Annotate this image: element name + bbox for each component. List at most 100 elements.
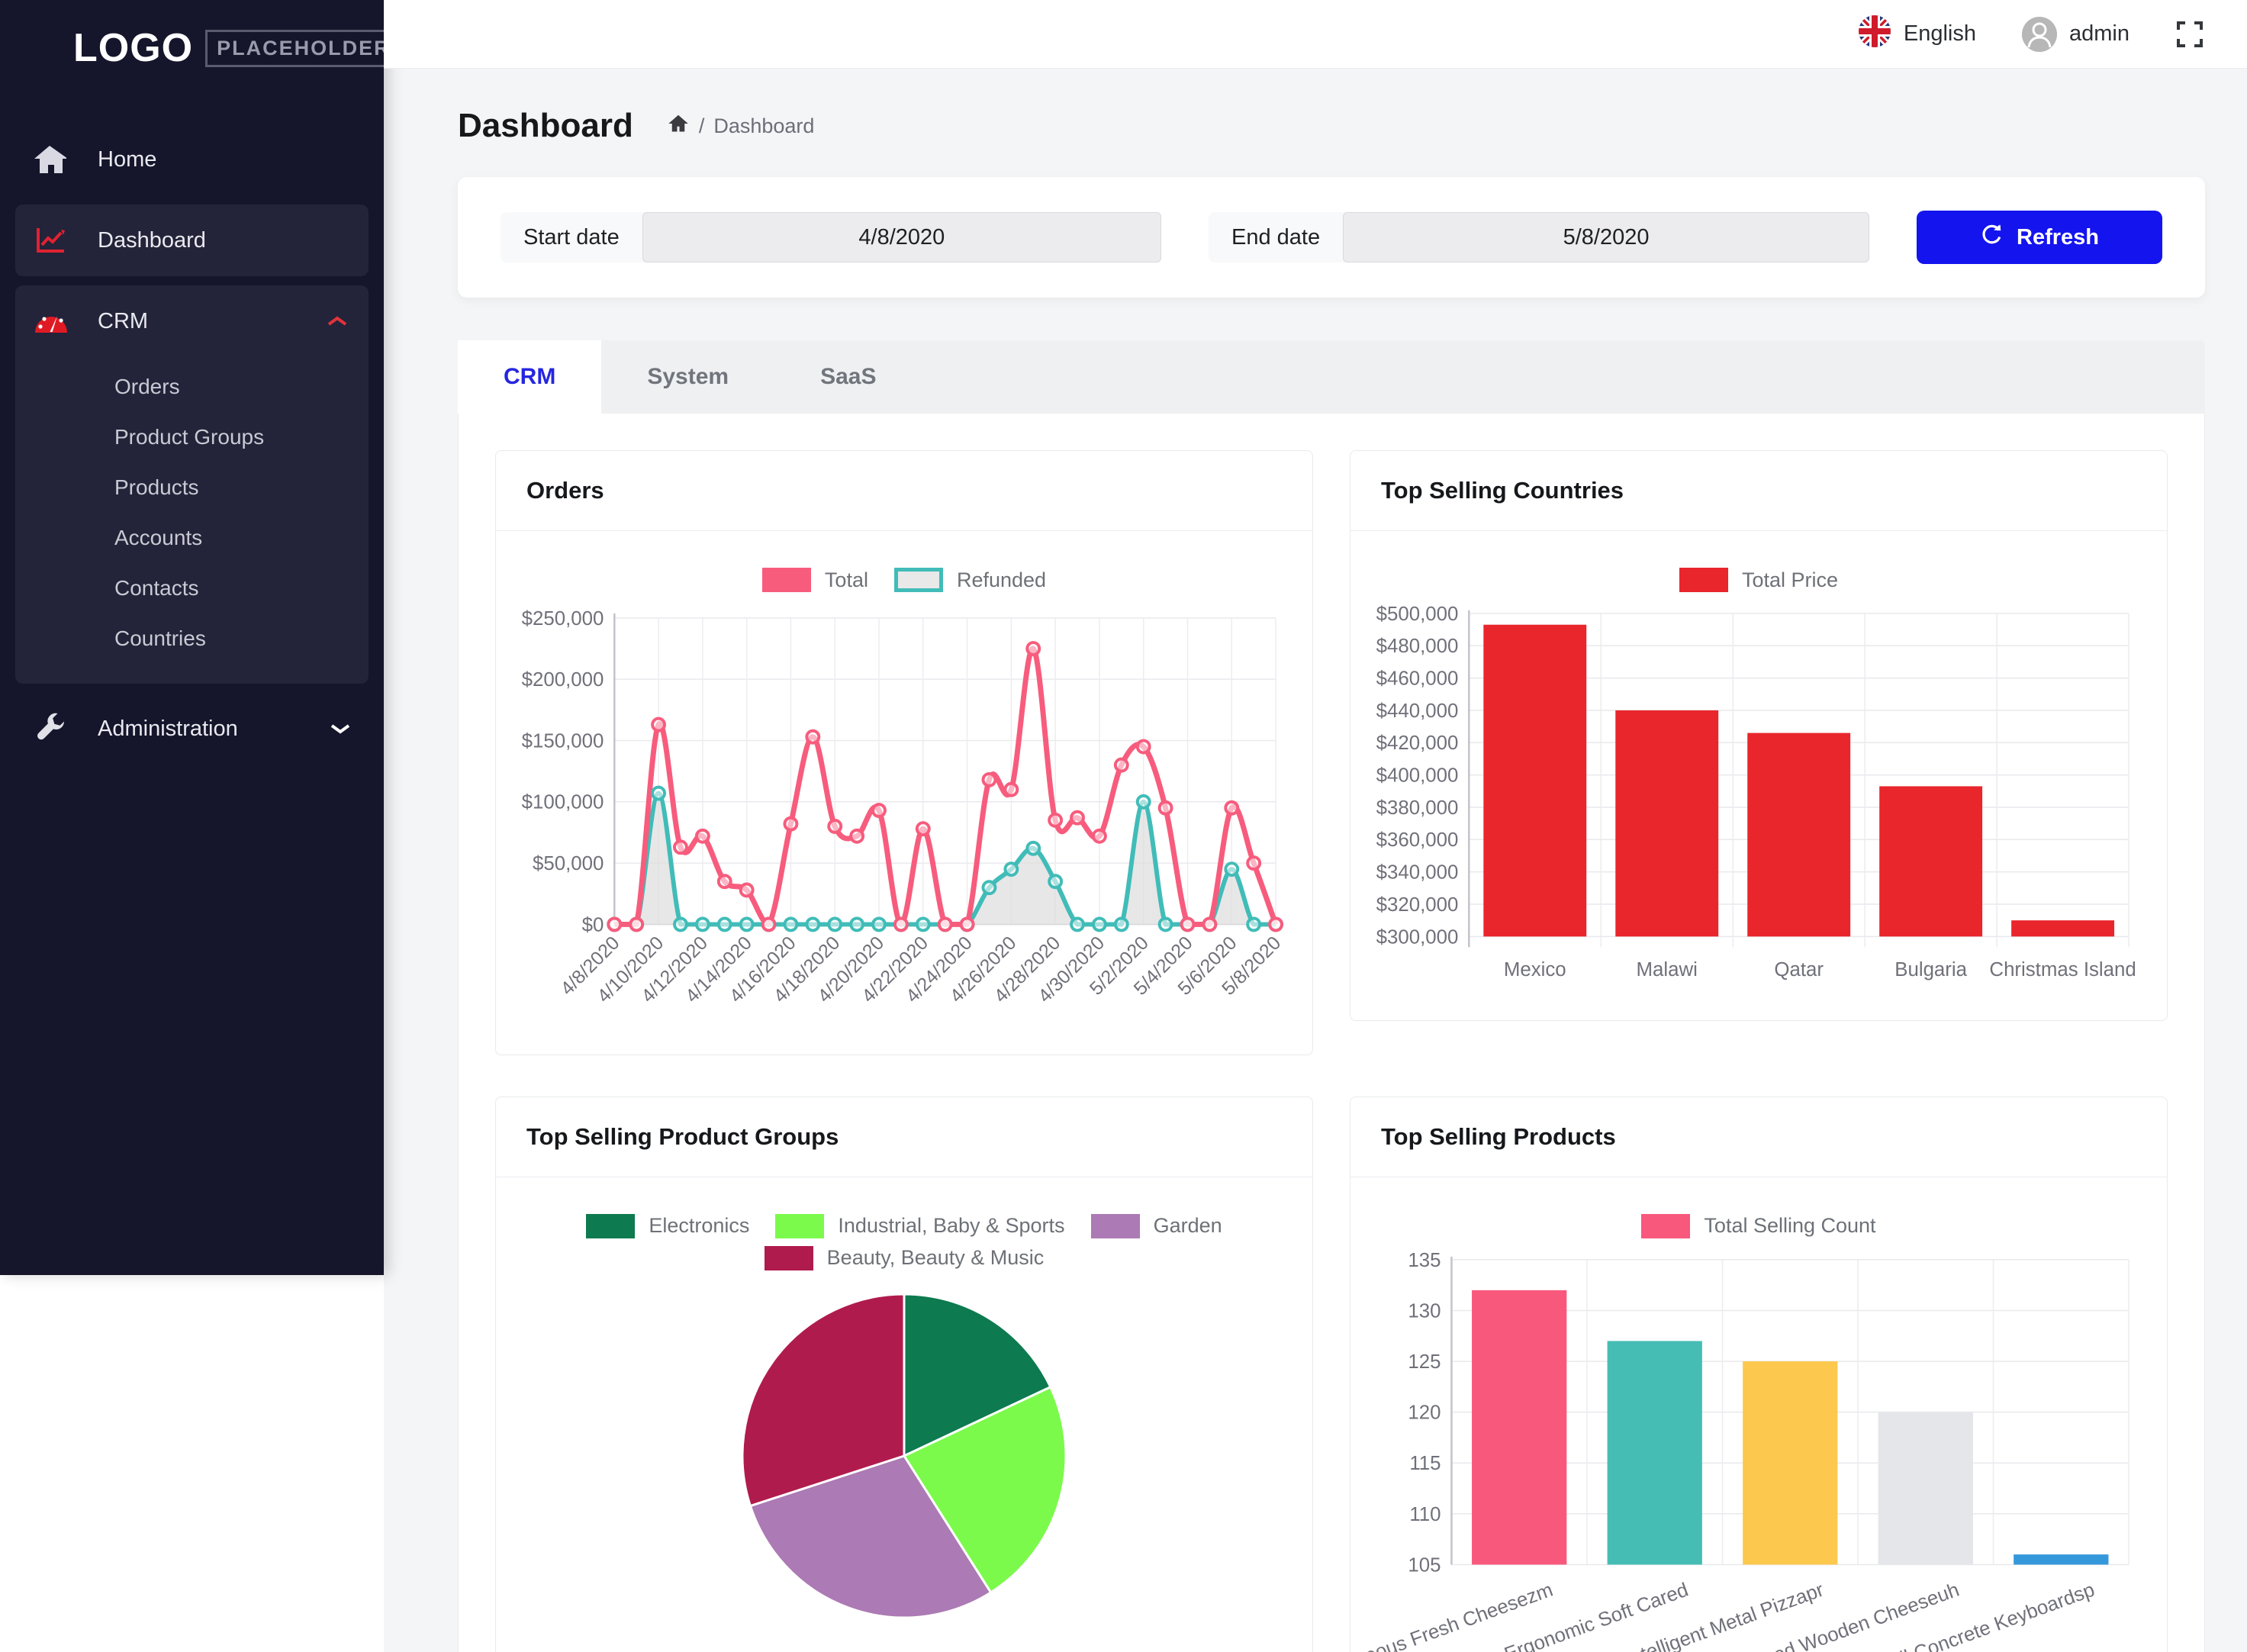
legend-swatch xyxy=(1641,1213,1691,1238)
logo-badge: PLACEHOLDER xyxy=(205,29,402,67)
sidebar-active-box: Dashboard xyxy=(15,204,369,276)
refresh-icon xyxy=(1980,222,2004,253)
sidebar-item-crm[interactable]: CRM xyxy=(15,285,369,357)
legend-label: Total Selling Count xyxy=(1704,1214,1876,1238)
pie-legend-row-1: Electronics Industrial, Baby & Sports Gard… xyxy=(525,1213,1283,1238)
svg-text:Qatar: Qatar xyxy=(1774,959,1824,981)
legend-swatch xyxy=(893,568,943,592)
legend-swatch xyxy=(761,568,811,592)
username-label: admin xyxy=(2069,21,2129,46)
sidebar-item-accounts[interactable]: Accounts xyxy=(114,526,203,549)
sidebar-panel: LOGO PLACEHOLDER Home Dashboard CRM Orders P… xyxy=(0,0,402,1275)
sidebar-item-products[interactable]: Products xyxy=(114,475,199,499)
sidebar-item-contacts[interactable]: Contacts xyxy=(114,576,199,600)
legend-item-total-selling-count[interactable]: Total Selling Count xyxy=(1641,1213,1876,1238)
tab-crm[interactable]: CRM xyxy=(458,340,602,414)
sidebar-nav: Home Dashboard CRM Orders Product Groups Prod… xyxy=(0,93,384,765)
legend-item-refunded[interactable]: Refunded xyxy=(893,568,1047,592)
svg-text:$360,000: $360,000 xyxy=(1376,829,1459,851)
content: Dashboard / Dashboard Start date End dat… xyxy=(384,69,2247,1652)
sidebar-sublist: Orders Product Groups Products Accounts Cont… xyxy=(15,357,369,684)
svg-text:$420,000: $420,000 xyxy=(1376,733,1459,754)
legend-swatch xyxy=(1090,1213,1140,1238)
svg-text:$380,000: $380,000 xyxy=(1376,797,1459,819)
svg-text:$50,000: $50,000 xyxy=(533,853,604,874)
svg-text:Malawi: Malawi xyxy=(1637,959,1698,981)
legend-label: Industrial, Baby & Sports xyxy=(838,1214,1065,1238)
svg-text:$250,000: $250,000 xyxy=(522,608,604,630)
sidebar-item-home[interactable]: Home xyxy=(0,124,384,195)
legend-item-total-price[interactable]: Total Price xyxy=(1679,568,1838,592)
tab-content: Orders Total Refunded $0 $50,000 $100,000 $1… xyxy=(458,414,2205,1652)
refresh-label: Refresh xyxy=(2017,224,2099,250)
chevron-up-icon xyxy=(326,314,349,329)
legend-item-garden[interactable]: Garden xyxy=(1090,1213,1222,1238)
home-icon xyxy=(32,144,67,175)
tab-saas[interactable]: SaaS xyxy=(820,364,877,389)
legend-swatch xyxy=(775,1213,825,1238)
legend-label: Refunded xyxy=(956,568,1047,591)
svg-text:$460,000: $460,000 xyxy=(1376,668,1459,690)
product-groups-title: Top Selling Product Groups xyxy=(496,1097,1312,1177)
pie-slice-industrial-baby-sports[interactable] xyxy=(902,1385,1067,1594)
page-title: Dashboard xyxy=(458,107,633,144)
language-selector[interactable]: English xyxy=(1858,14,1976,54)
chevron-down-icon xyxy=(329,721,352,736)
logo: LOGO xyxy=(73,26,194,70)
sidebar-item-orders[interactable]: Orders xyxy=(114,375,180,398)
legend-item-beauty-beauty-music[interactable]: Beauty, Beauty & Music xyxy=(764,1245,1045,1270)
svg-text:$320,000: $320,000 xyxy=(1376,894,1459,916)
legend-item-total[interactable]: Total xyxy=(761,568,868,592)
products-bar-chart: 105110115120125130135Gorgeous Fresh Chee… xyxy=(1350,1246,2138,1652)
top-products-body: Total Selling Count 105 110 115 120 125 130 13… xyxy=(1350,1177,2167,1652)
legend-label: Total Price xyxy=(1741,568,1839,591)
breadcrumb-separator: / xyxy=(698,114,705,137)
start-date-input[interactable] xyxy=(642,212,1161,262)
refresh-button[interactable]: Refresh xyxy=(1917,211,2162,264)
product-groups-pie-chart[interactable] xyxy=(525,1284,1283,1628)
topbar: English admin xyxy=(384,0,2247,69)
orders-line-chart: $0 $50,000 $100,000 $150,000 $200,000 $250,00… xyxy=(522,600,1286,1029)
sidebar-item-label: Dashboard xyxy=(98,227,206,253)
breadcrumb: / Dashboard xyxy=(667,112,814,140)
sidebar-item-product-groups[interactable]: Product Groups xyxy=(114,425,265,449)
fullscreen-icon[interactable] xyxy=(2175,20,2204,49)
start-date-group: Start date xyxy=(501,212,1161,262)
legend-label: Beauty, Beauty & Music xyxy=(826,1246,1045,1270)
home-icon[interactable] xyxy=(667,112,690,140)
sidebar-item-label: Administration xyxy=(98,716,238,741)
svg-text:Mexico: Mexico xyxy=(1504,959,1566,981)
legend-item-electronics[interactable]: Electronics xyxy=(586,1213,749,1238)
sidebar-item-administration[interactable]: Administration xyxy=(0,693,384,765)
top-countries-card: Top Selling Countries Total Price $300,0… xyxy=(1350,450,2168,1021)
svg-text:$150,000: $150,000 xyxy=(522,730,604,752)
top-countries-body: Total Price $300,000 $320,000 $340,000 $360… xyxy=(1350,531,2167,1020)
legend-item-industrial-baby-sports[interactable]: Industrial, Baby & Sports xyxy=(775,1213,1065,1238)
filter-bar: Start date End date Refresh xyxy=(458,177,2205,298)
product-groups-body: Electronics Industrial, Baby & Sports Gard… xyxy=(496,1177,1312,1652)
avatar xyxy=(2022,16,2057,52)
svg-text:125: 125 xyxy=(1408,1351,1441,1373)
chart-line-icon xyxy=(34,225,69,256)
pie-slice-garden[interactable] xyxy=(748,1454,993,1619)
svg-text:105: 105 xyxy=(1408,1554,1441,1576)
sidebar-item-countries[interactable]: Countries xyxy=(114,626,206,650)
user-menu[interactable]: admin xyxy=(2022,16,2129,52)
end-date-group: End date xyxy=(1209,212,1869,262)
orders-card: Orders Total Refunded $0 $50,000 $100,000 $1… xyxy=(495,450,1313,1055)
product-groups-card: Top Selling Product Groups Electronics In… xyxy=(495,1096,1313,1652)
main-area: English admin Dashboard xyxy=(384,0,2247,1652)
sidebar-item-dashboard[interactable]: Dashboard xyxy=(15,204,369,276)
legend-label: Garden xyxy=(1153,1214,1222,1238)
top-products-title: Top Selling Products xyxy=(1350,1097,2167,1177)
tab-bar: CRM System SaaS xyxy=(458,340,2205,414)
tab-system[interactable]: System xyxy=(647,364,729,389)
pie-slice-beauty-beauty-music[interactable] xyxy=(741,1293,906,1508)
countries-bar-chart: $300,000 $320,000 $340,000 $360,000 $380,000… xyxy=(1376,600,2138,994)
end-date-input[interactable] xyxy=(1343,212,1869,262)
svg-text:110: 110 xyxy=(1409,1503,1441,1525)
svg-text:$300,000: $300,000 xyxy=(1376,926,1459,948)
legend-swatch xyxy=(764,1245,813,1270)
pie-slice-electronics[interactable] xyxy=(903,1293,1052,1457)
